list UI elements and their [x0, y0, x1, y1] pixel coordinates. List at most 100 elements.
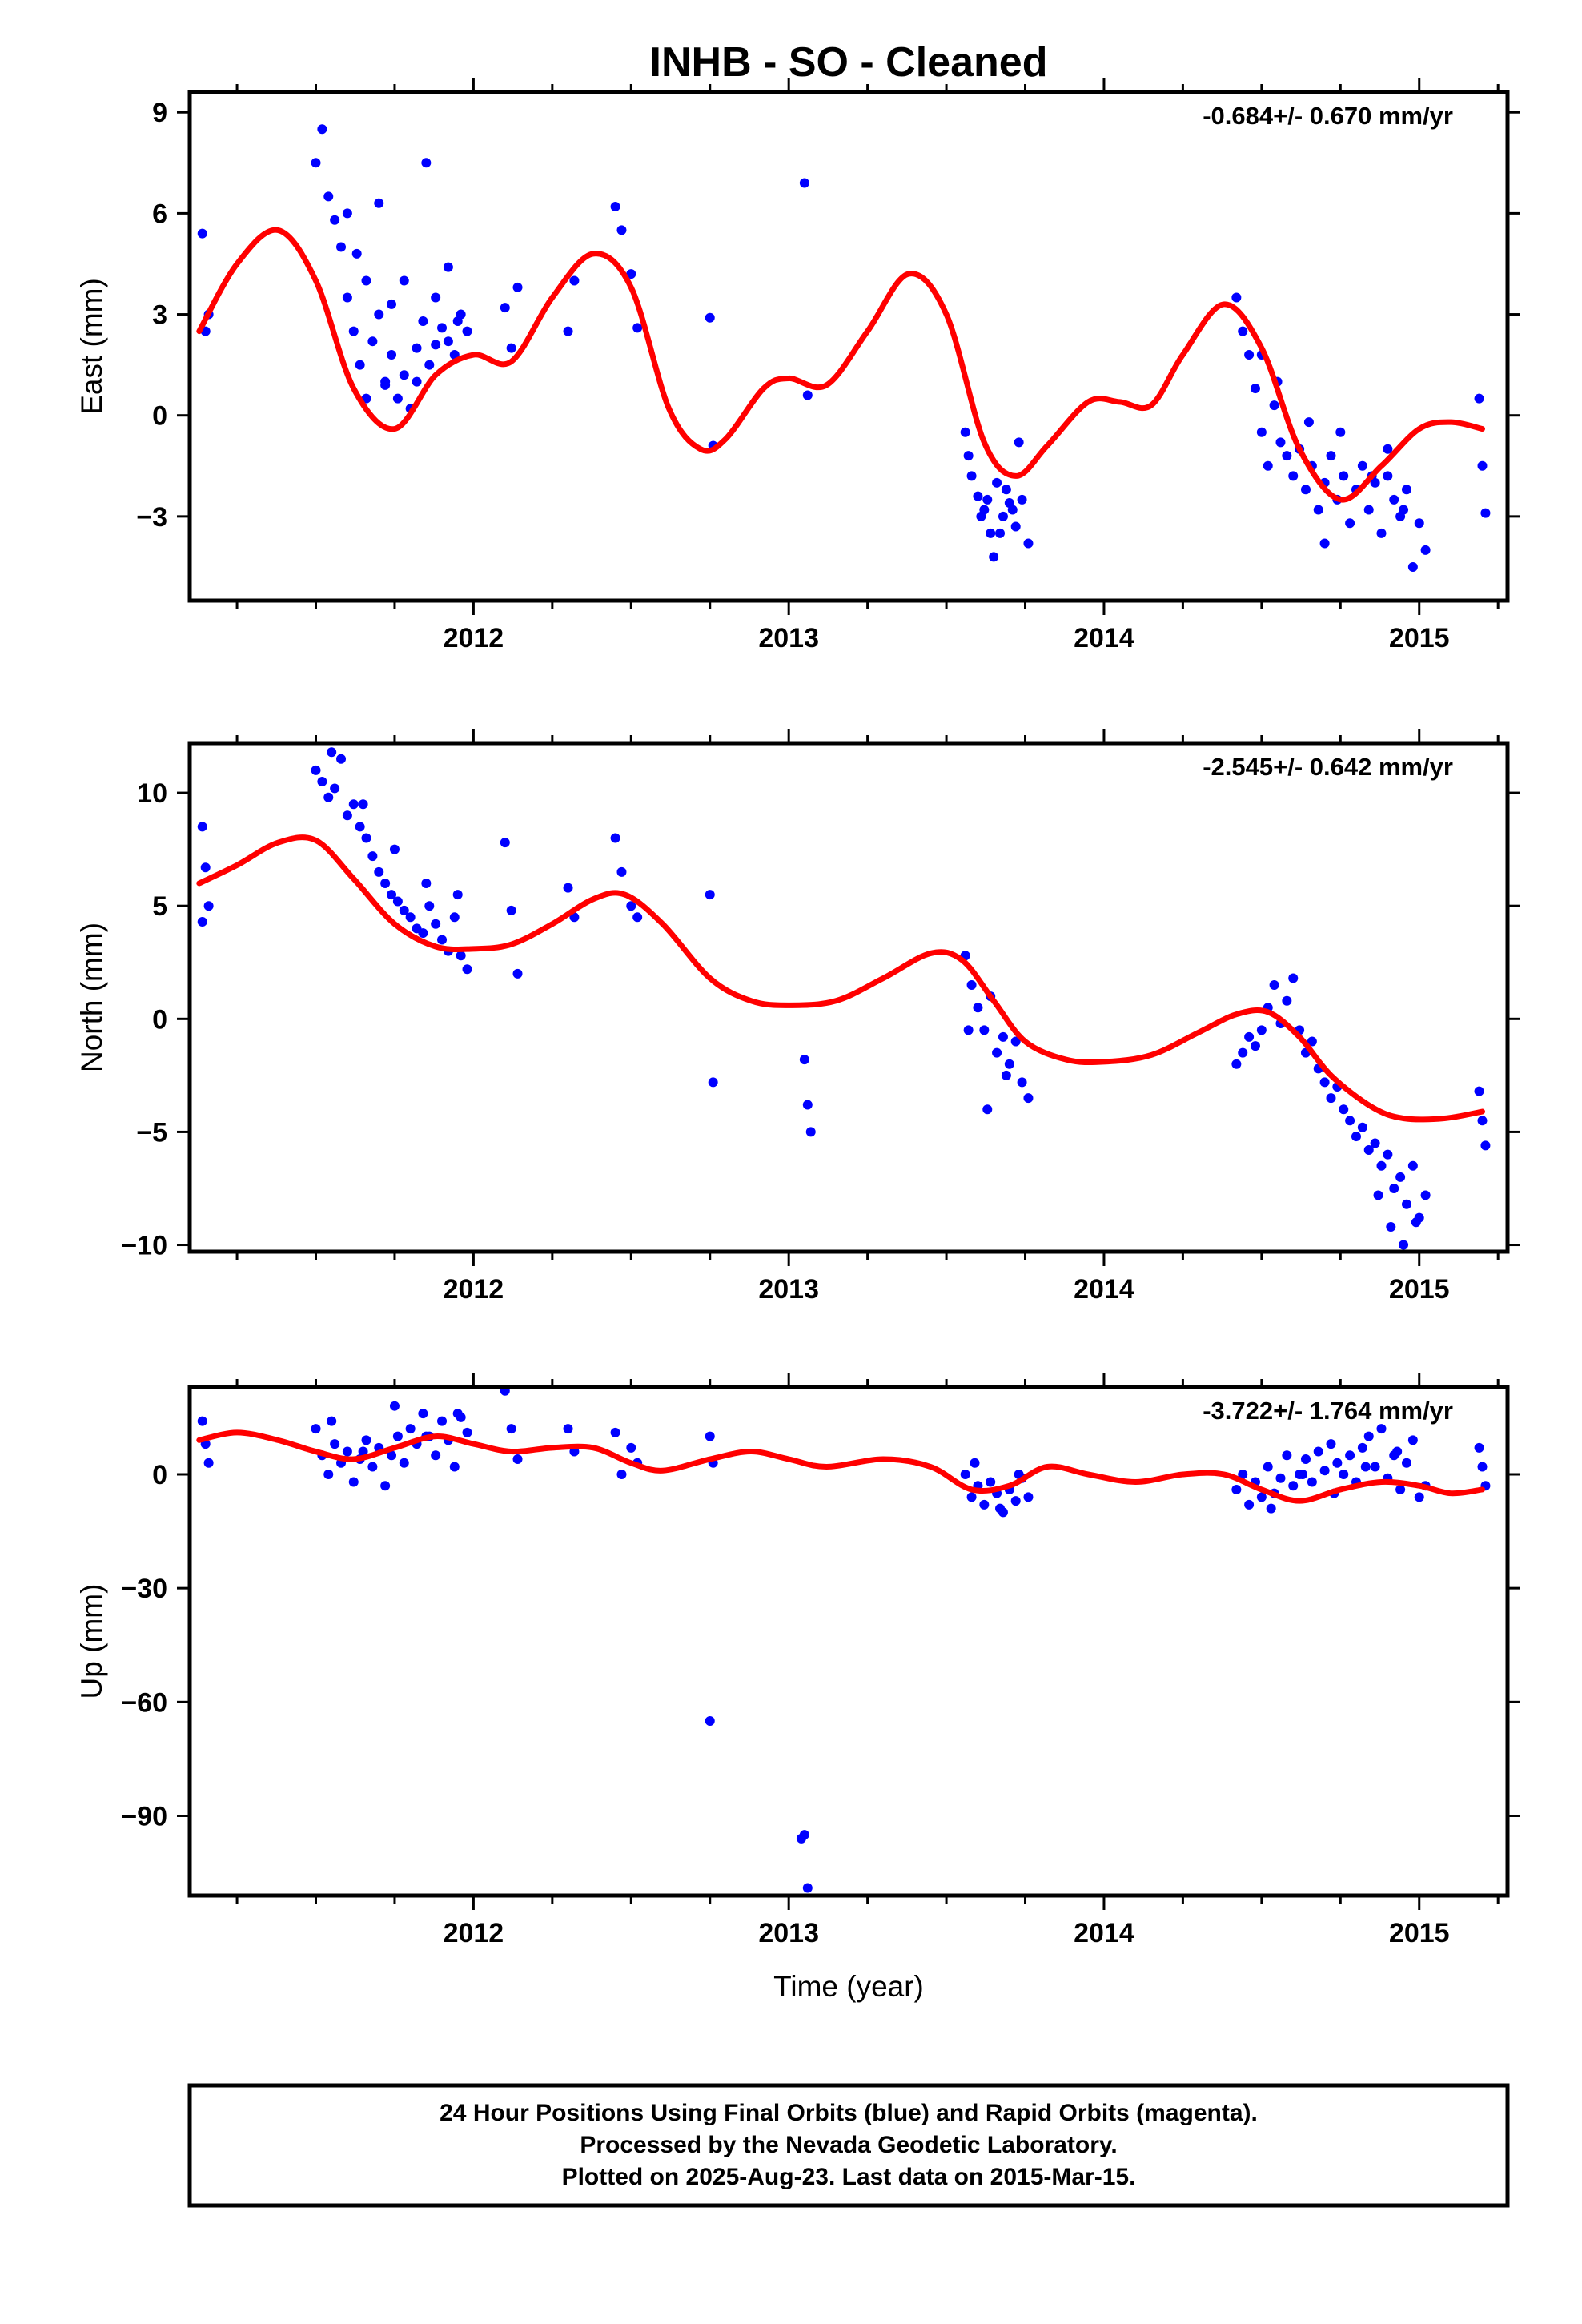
- data-point: [982, 494, 993, 505]
- data-point: [1017, 1077, 1027, 1088]
- data-point: [802, 1100, 813, 1110]
- y-tick-label: 0: [152, 401, 167, 432]
- panel-0: 2012 2013 2014 2015 −3 0 3 6 9 East (mm) -0.684+/-…: [75, 78, 1520, 653]
- data-point: [998, 1031, 1008, 1042]
- data-point: [1474, 1086, 1484, 1096]
- data-point: [1282, 451, 1292, 461]
- velocity-rate-label: -3.722+/- 1.764 mm/yr: [1203, 1397, 1453, 1425]
- data-point: [1282, 995, 1292, 1006]
- data-point: [1263, 1462, 1273, 1472]
- data-point: [1313, 1446, 1323, 1457]
- data-point: [705, 312, 715, 323]
- data-point: [982, 1104, 993, 1115]
- data-point: [1477, 1462, 1488, 1472]
- data-point: [437, 1416, 448, 1426]
- data-point: [1351, 1132, 1361, 1142]
- x-tick-label: 2014: [1074, 1274, 1134, 1305]
- x-tick-label: 2014: [1074, 1918, 1134, 1948]
- data-point: [1300, 1454, 1311, 1465]
- data-point: [799, 1055, 809, 1065]
- data-point: [327, 747, 337, 758]
- data-point: [966, 471, 977, 481]
- data-point: [970, 1458, 980, 1468]
- data-point: [1339, 1104, 1349, 1115]
- data-point: [1269, 979, 1279, 990]
- data-point: [1370, 1138, 1380, 1148]
- data-point: [1363, 1145, 1374, 1155]
- data-point: [1238, 1469, 1248, 1479]
- data-point: [1477, 460, 1488, 471]
- data-point: [405, 912, 416, 923]
- data-point: [1420, 1190, 1431, 1200]
- data-point: [1014, 437, 1024, 448]
- data-point: [387, 299, 397, 309]
- data-point: [389, 1401, 400, 1411]
- data-point: [616, 225, 627, 235]
- data-point: [1010, 1496, 1021, 1506]
- data-point: [424, 360, 435, 370]
- data-point: [1250, 1041, 1260, 1051]
- data-point: [1001, 485, 1011, 495]
- data-point: [1407, 561, 1418, 572]
- data-point: [443, 262, 453, 272]
- data-point: [387, 1450, 397, 1461]
- data-point: [616, 1469, 627, 1479]
- data-point: [626, 901, 636, 911]
- data-point: [1288, 471, 1299, 481]
- data-point: [361, 833, 371, 843]
- data-point: [1288, 973, 1299, 983]
- data-point: [361, 1435, 371, 1445]
- data-point: [1319, 538, 1330, 549]
- data-point: [452, 1409, 463, 1419]
- data-point: [380, 380, 391, 390]
- data-point: [1357, 1442, 1367, 1453]
- data-point: [437, 935, 448, 945]
- data-point: [1339, 1469, 1349, 1479]
- velocity-rate-label: -2.545+/- 0.642 mm/yr: [1203, 753, 1453, 781]
- data-point: [708, 1077, 718, 1088]
- data-point: [512, 968, 523, 979]
- data-point: [966, 979, 977, 990]
- data-point: [1383, 471, 1393, 481]
- data-point: [799, 178, 809, 188]
- data-point: [1326, 1093, 1336, 1104]
- data-point: [1474, 393, 1484, 404]
- data-point: [449, 912, 460, 923]
- data-point: [348, 326, 359, 336]
- data-point: [1345, 1450, 1355, 1461]
- data-point: [1360, 1462, 1371, 1472]
- x-tick-label: 2013: [758, 1918, 819, 1948]
- data-point: [1401, 1458, 1411, 1468]
- data-point: [1023, 1492, 1034, 1502]
- data-point: [610, 833, 620, 843]
- data-point: [203, 1458, 214, 1468]
- data-point: [973, 1003, 983, 1013]
- data-point: [387, 350, 397, 360]
- data-point: [802, 390, 813, 400]
- y-tick-label: 10: [137, 778, 167, 809]
- y-axis-label: East (mm): [75, 278, 108, 415]
- data-point: [1376, 1424, 1387, 1434]
- data-point: [1256, 1025, 1267, 1035]
- data-point: [1477, 1116, 1488, 1126]
- data-point: [563, 1424, 573, 1434]
- data-point: [1376, 528, 1387, 538]
- y-tick-label: −5: [136, 1117, 167, 1148]
- model-curve: [196, 834, 1485, 1123]
- data-point: [1332, 1458, 1343, 1468]
- data-point: [389, 844, 400, 854]
- data-point: [512, 1454, 523, 1465]
- data-point: [1010, 1036, 1021, 1047]
- y-tick-label: −3: [136, 502, 167, 533]
- data-point: [330, 1439, 340, 1449]
- data-point: [336, 242, 347, 252]
- data-point: [805, 1127, 816, 1137]
- data-point: [1474, 1442, 1484, 1453]
- data-point: [1363, 1431, 1374, 1441]
- x-tick-label: 2014: [1074, 623, 1134, 653]
- data-point: [431, 1450, 441, 1461]
- data-point: [355, 822, 365, 832]
- data-point: [437, 323, 448, 333]
- data-point: [392, 393, 403, 404]
